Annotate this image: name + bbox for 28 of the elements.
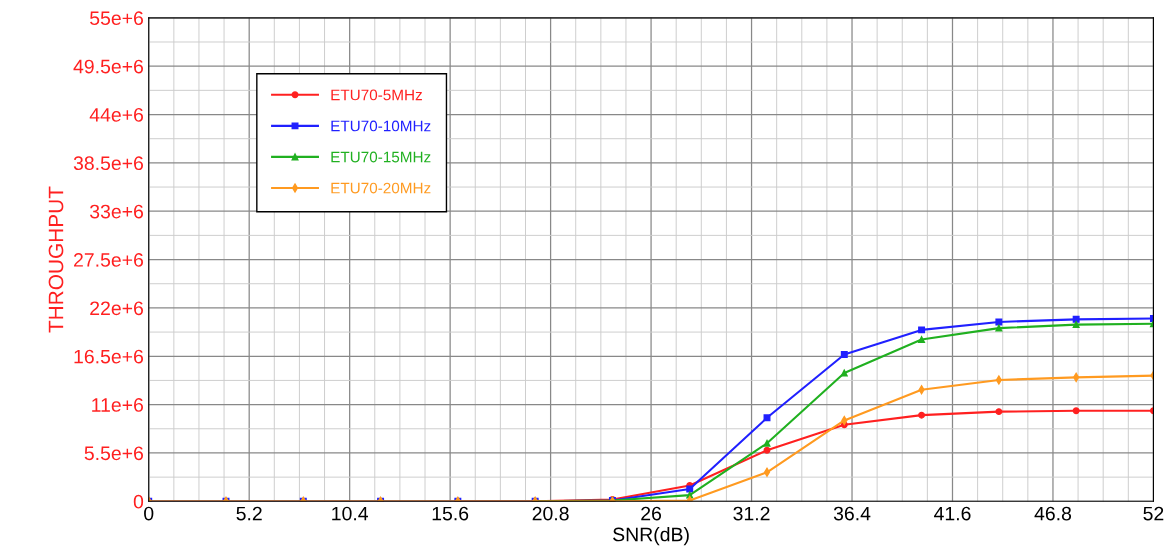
y-tick-label: 27.5e+6 — [74, 253, 144, 267]
y-axis-title: THROUGHPUT — [48, 186, 64, 333]
y-tick-label: 44e+6 — [89, 107, 143, 122]
y-tick-label: 49.5e+6 — [73, 59, 144, 74]
x-tick-label: 26 — [641, 506, 662, 521]
x-tick-label: 5.2 — [236, 506, 262, 521]
legend-label: ETU70-10MHz — [331, 120, 431, 132]
y-tick-label: 0 — [133, 494, 144, 509]
x-tick-label: 31.2 — [733, 506, 770, 521]
legend-label: ETU70-15MHz — [331, 151, 431, 163]
y-tick-label: 5.5e+6 — [84, 446, 143, 461]
x-tick-label: 36.4 — [833, 506, 871, 521]
y-tick-label: 33e+6 — [89, 204, 143, 219]
y-tick-label: 38.5e+6 — [73, 156, 144, 171]
x-axis-title: SNR(dB) — [613, 527, 689, 546]
y-tick-label: 55e+6 — [90, 11, 143, 26]
x-tick-label: 10.4 — [332, 506, 369, 521]
y-tick-label: 11e+6 — [92, 398, 143, 412]
x-tick-label: 15.6 — [432, 506, 469, 521]
x-tick-label: 20.8 — [532, 506, 569, 521]
x-tick-label: 41.6 — [934, 506, 971, 521]
x-tick-label: 46.8 — [1034, 506, 1072, 521]
y-tick-label: 16.5e+6 — [74, 349, 144, 364]
legend-label: ETU70-5MHz — [331, 89, 422, 101]
x-tick-label: 0 — [144, 506, 154, 521]
x-tick-label: 52 — [1143, 506, 1164, 521]
legend-label: ETU70-20MHz — [331, 182, 431, 194]
y-tick-label: 22e+6 — [90, 301, 143, 316]
